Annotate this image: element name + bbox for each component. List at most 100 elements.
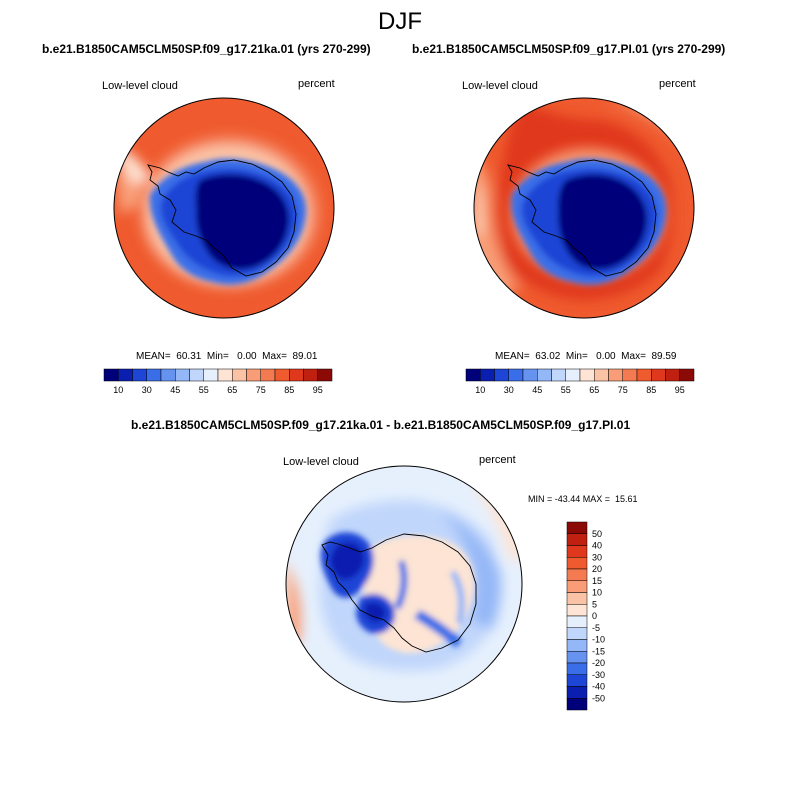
panel-3-units-label: percent — [479, 454, 516, 466]
map-3 — [285, 465, 523, 703]
colorbar-3-tick-label: -30 — [592, 670, 605, 680]
colorbar-2-swatch — [594, 368, 609, 382]
colorbar-3-swatch — [566, 698, 588, 711]
colorbar-3-tick-label: -10 — [592, 635, 605, 645]
colorbar-1-swatch — [232, 368, 247, 382]
colorbar-1-tick-label: 65 — [227, 385, 237, 395]
colorbar-1-swatch — [175, 368, 190, 382]
colorbar-1-tick-label: 95 — [313, 385, 323, 395]
colorbar-3-swatch — [566, 557, 588, 570]
colorbar-3-swatch — [566, 674, 588, 687]
map-3-antarctica-field — [320, 532, 475, 654]
colorbar-3-swatch — [566, 604, 588, 617]
colorbar-1: 10 30 45 55 65 75 85 95 — [103, 368, 333, 395]
colorbar-3-swatch — [566, 651, 588, 664]
colorbar-1-tick-label: 45 — [170, 385, 180, 395]
colorbar-1-tick-label: 85 — [284, 385, 294, 395]
colorbar-3-tick-label: -5 — [592, 623, 600, 633]
colorbar-2-swatch — [537, 368, 552, 382]
colorbar-2-tick-label: 45 — [532, 385, 542, 395]
colorbar-3-tick-label: 40 — [592, 541, 602, 551]
colorbar-3-tick-label: -40 — [592, 682, 605, 692]
map-1 — [113, 97, 335, 319]
colorbar-3-swatch — [566, 580, 588, 593]
colorbar-2-swatch — [679, 368, 695, 382]
panel-1-title: b.e21.B1850CAM5CLM50SP.f09_g17.21ka.01 (… — [42, 42, 371, 56]
map-1-coastline — [147, 159, 297, 277]
colorbar-2-tick-label: 75 — [618, 385, 628, 395]
colorbar-3-tick-label: 50 — [592, 529, 602, 539]
panel-3-variable-label: Low-level cloud — [283, 456, 359, 468]
colorbar-2-swatch — [651, 368, 666, 382]
colorbar-1-swatch — [203, 368, 219, 382]
map-2-coastline — [507, 159, 657, 277]
colorbar-3-swatch — [566, 521, 588, 534]
colorbar-3-tick-label: -15 — [592, 646, 605, 656]
colorbar-1-swatch — [189, 368, 204, 382]
colorbar-1-tick-label: 30 — [142, 385, 152, 395]
colorbar-3-swatch — [566, 592, 588, 605]
colorbar-1-swatch — [274, 368, 290, 382]
colorbar-2-swatch — [565, 368, 581, 382]
colorbar-2-swatch — [608, 368, 623, 382]
colorbar-1-swatch — [160, 368, 176, 382]
colorbar-2-tick-label: 95 — [675, 385, 685, 395]
colorbar-2: 10 30 45 55 65 75 85 95 — [465, 368, 695, 395]
colorbar-3-swatch — [566, 627, 588, 640]
colorbar-3-tick-label: 30 — [592, 552, 602, 562]
colorbar-2-swatch — [494, 368, 509, 382]
colorbar-1-swatch — [246, 368, 261, 382]
colorbar-1-swatch — [118, 368, 133, 382]
colorbar-1-tick-label: 10 — [113, 385, 123, 395]
colorbar-2-swatch — [622, 368, 638, 382]
map-2-boundary — [473, 97, 695, 319]
colorbar-3-swatch — [566, 545, 588, 558]
colorbar-2-tick-label: 65 — [589, 385, 599, 395]
colorbar-2-tick-label: 55 — [561, 385, 571, 395]
panel-1-stats: MEAN= 60.31 Min= 0.00 Max= 89.01 — [136, 351, 318, 362]
colorbar-2-swatch — [522, 368, 538, 382]
colorbar-3-tick-label: -20 — [592, 658, 605, 668]
colorbar-3-swatch — [566, 533, 588, 546]
colorbar-1-swatch — [132, 368, 147, 382]
colorbar-2-tick-label: 30 — [504, 385, 514, 395]
colorbar-3-swatch — [566, 662, 588, 675]
colorbar-1-tick-label: 55 — [199, 385, 209, 395]
panel-2-title: b.e21.B1850CAM5CLM50SP.f09_g17.PI.01 (yr… — [412, 42, 726, 56]
panel-3-stats: MIN = -43.44 MAX = 15.61 — [528, 494, 638, 504]
map-2 — [473, 97, 695, 319]
map-3-boundary — [285, 465, 523, 703]
colorbar-1-swatch — [317, 368, 333, 382]
colorbar-2-tick-label: 85 — [646, 385, 656, 395]
colorbar-2-swatch — [551, 368, 566, 382]
colorbar-3-swatch — [566, 639, 588, 652]
panel-1-units-label: percent — [298, 78, 335, 90]
colorbar-3-tick-label: 15 — [592, 576, 602, 586]
colorbar-1-swatch — [217, 368, 233, 382]
map-1-boundary — [113, 97, 335, 319]
colorbar-1-swatch — [146, 368, 162, 382]
colorbar-3-swatch — [566, 615, 588, 628]
colorbar-1-swatch — [289, 368, 304, 382]
panel-2-stats: MEAN= 63.02 Min= 0.00 Max= 89.59 — [495, 351, 677, 362]
map-2-antarctica-field — [511, 158, 667, 285]
panel-3-title: b.e21.B1850CAM5CLM50SP.f09_g17.21ka.01 -… — [131, 418, 631, 432]
colorbar-3-tick-label: 0 — [592, 611, 597, 621]
colorbar-3-tick-label: 10 — [592, 588, 602, 598]
colorbar-1-tick-label: 75 — [256, 385, 266, 395]
colorbar-1-swatch — [260, 368, 276, 382]
panel-1-variable-label: Low-level cloud — [102, 80, 178, 92]
map-3-coastline — [321, 533, 477, 653]
colorbar-2-swatch — [579, 368, 595, 382]
colorbar-3-tick-label: -50 — [592, 693, 605, 703]
panel-2-variable-label: Low-level cloud — [462, 80, 538, 92]
colorbar-2-swatch — [636, 368, 652, 382]
colorbar-1-swatch — [303, 368, 318, 382]
map-1-antarctica-field — [149, 158, 307, 285]
panel-2-units-label: percent — [659, 78, 696, 90]
colorbar-2-tick-label: 10 — [475, 385, 485, 395]
colorbar-2-swatch — [508, 368, 524, 382]
colorbar-3-tick-label: 20 — [592, 564, 602, 574]
